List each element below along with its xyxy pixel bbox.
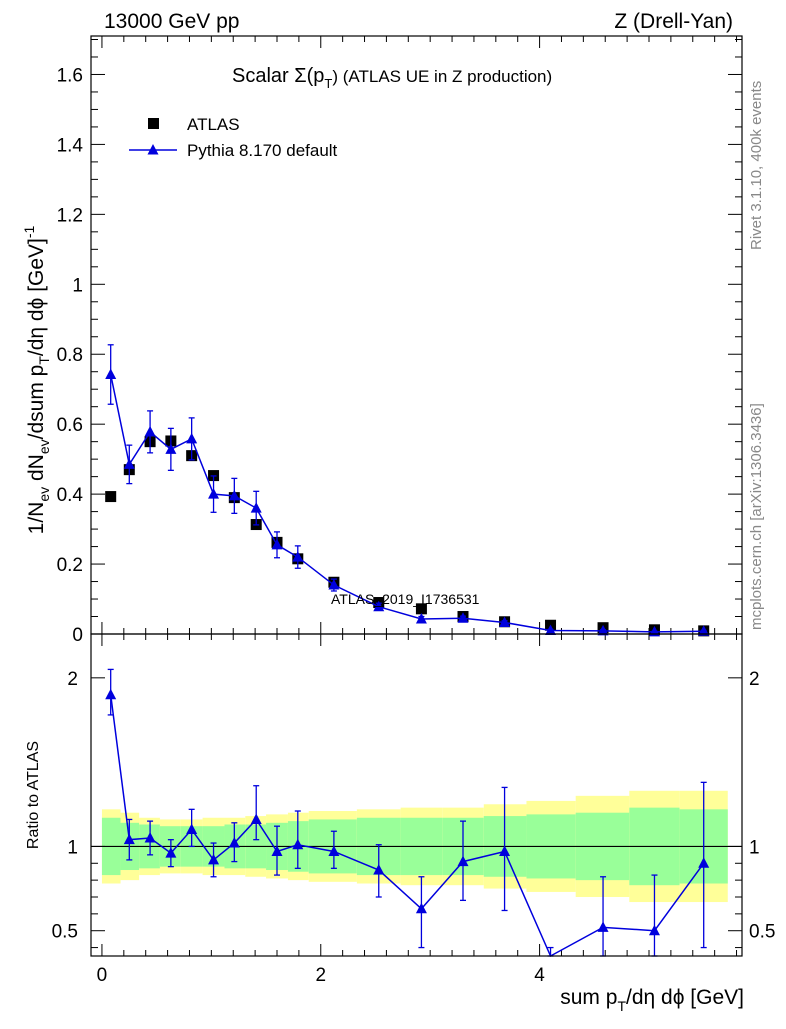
header-right: Z (Drell-Yan) <box>614 10 733 33</box>
mcplots-label: mcplots.cern.ch [arXiv:1306.3436] <box>748 403 765 630</box>
legend: ATLAS Pythia 8.170 default <box>129 115 338 160</box>
pythia-point <box>165 443 177 454</box>
ratio-tick-label-left: 0.5 <box>52 922 78 943</box>
y-tick-label: 0 <box>72 625 83 646</box>
y-tick-label: 0.4 <box>57 485 84 506</box>
analysis-watermark: ATLAS_2019_I1736531 <box>331 591 480 607</box>
ratio-point <box>499 845 511 856</box>
pythia-point <box>457 612 469 623</box>
pythia-point <box>328 579 340 590</box>
ratio-bands <box>91 790 742 903</box>
pythia-point <box>123 458 135 469</box>
atlas-point <box>105 491 117 503</box>
x-tick-label: 0 <box>97 965 108 986</box>
ratio-point <box>292 838 304 850</box>
ratio-point <box>144 831 156 843</box>
pythia-point <box>415 612 427 624</box>
y-tick-label: 1.6 <box>57 65 83 86</box>
ratio-point <box>415 902 427 914</box>
ratio-tick-label-right: 1 <box>749 837 760 858</box>
pythia-point <box>373 600 385 612</box>
ratio-point <box>373 864 385 875</box>
ratio-point <box>328 845 340 856</box>
ratio-point <box>250 813 262 824</box>
ratio-point <box>208 853 220 865</box>
ratio-point <box>698 857 710 868</box>
ratio-y-axis-title: Ratio to ATLAS <box>25 741 42 849</box>
pythia-point <box>144 425 156 437</box>
ratio-point <box>105 688 117 700</box>
y-tick-label: 0.6 <box>57 415 83 436</box>
pythia-point <box>250 502 262 513</box>
ratio-point <box>165 847 177 858</box>
y-tick-label: 1.4 <box>57 135 84 156</box>
pythia-point <box>292 551 304 562</box>
axis-ticks: 0 2 4 0 0.2 0.4 0.6 0.8 1 1.2 1.4 1.6 0.5 0.5 1 1 2 2 <box>52 36 775 986</box>
x-axis-title: sum pT/dη dϕ [GeV] <box>560 986 744 1014</box>
ratio-point <box>271 845 283 856</box>
x-tick-label: 4 <box>534 965 545 986</box>
ratio-tick-label-right: 0.5 <box>749 922 775 943</box>
atlas-point <box>415 603 427 615</box>
pythia-point <box>597 624 609 636</box>
ratio-point <box>648 924 660 936</box>
legend-atlas-marker <box>148 118 159 129</box>
legend-atlas-label: ATLAS <box>187 115 240 134</box>
pythia-point <box>271 538 283 550</box>
ratio-tick-label-right: 2 <box>749 669 760 690</box>
y-tick-label: 0.8 <box>57 345 83 366</box>
data-marks <box>105 344 710 958</box>
ratio-tick-label-left: 1 <box>67 837 78 858</box>
pythia-point <box>545 624 557 636</box>
pythia-point <box>698 625 710 636</box>
ratio-point <box>228 837 240 848</box>
plot-title: Scalar Σ(pT) (ATLAS UE in Z production) <box>232 65 552 91</box>
pythia-point <box>105 368 117 380</box>
ratio-point <box>597 921 609 932</box>
pythia-point <box>186 432 198 444</box>
ratio-frame <box>90 633 743 957</box>
legend-pythia-marker <box>147 144 159 155</box>
pythia-point <box>208 488 220 499</box>
y-tick-label: 0.2 <box>57 555 83 576</box>
y-tick-label: 1 <box>72 275 83 296</box>
ratio-point <box>457 855 469 867</box>
ratio-tick-label-left: 2 <box>67 669 78 690</box>
legend-pythia-label: Pythia 8.170 default <box>187 141 338 160</box>
y-tick-label: 1.2 <box>57 205 83 226</box>
x-tick-label: 2 <box>315 965 326 986</box>
ratio-point <box>186 823 198 835</box>
header-left: 13000 GeV pp <box>104 10 239 33</box>
y-axis-title: 1/Nev dNev/dsum pT/dη dϕ [GeV]-1 <box>21 225 52 534</box>
ratio-point <box>123 833 135 845</box>
rivet-label: Rivet 3.1.10, 400k events <box>748 81 765 250</box>
pythia-point <box>228 489 240 501</box>
pythia-point <box>499 616 511 627</box>
